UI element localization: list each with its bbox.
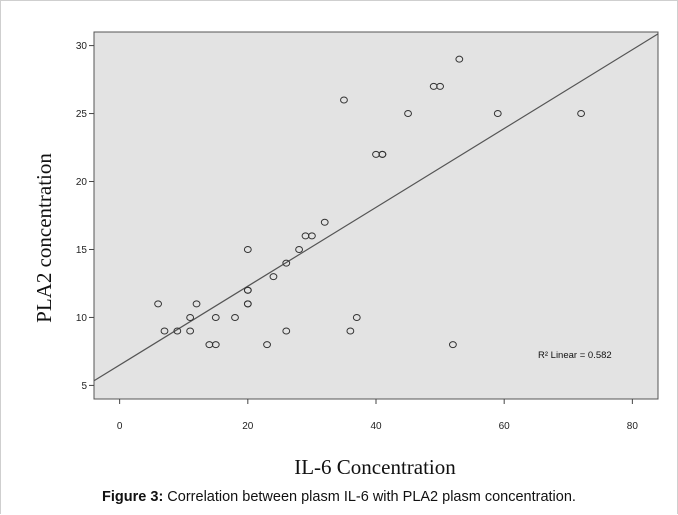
data-point <box>154 300 162 308</box>
x-tick-label: 60 <box>499 421 511 432</box>
data-point <box>243 286 252 294</box>
data-point <box>340 96 348 104</box>
data-point <box>282 327 291 335</box>
y-tick-label: 5 <box>81 381 87 392</box>
x-tick-label: 0 <box>117 421 123 432</box>
data-point <box>269 273 278 281</box>
data-point <box>352 313 361 321</box>
y-axis-label: PLA2 concentration <box>32 153 56 323</box>
data-point <box>577 110 585 118</box>
data-point <box>192 300 201 308</box>
data-point <box>436 82 444 90</box>
data-point <box>346 327 355 335</box>
data-point <box>320 218 329 226</box>
data-point <box>308 232 316 240</box>
data-point <box>243 245 252 253</box>
data-point <box>173 327 182 335</box>
data-point <box>404 110 412 118</box>
data-point <box>295 245 303 253</box>
y-tick-label: 20 <box>76 177 88 188</box>
x-axis-label: IL-6 Concentration <box>294 455 456 479</box>
caption-text: Correlation between plasm IL-6 with PLA2… <box>163 489 576 505</box>
data-point <box>186 327 195 335</box>
x-tick-label: 80 <box>627 421 639 432</box>
data-point <box>231 313 239 321</box>
y-tick-label: 25 <box>76 109 88 120</box>
data-point <box>243 300 252 308</box>
data-point <box>282 259 291 267</box>
x-tick-label: 40 <box>370 421 382 432</box>
data-point <box>455 55 464 63</box>
data-point <box>186 313 195 321</box>
fit-line <box>93 33 659 382</box>
plot-area <box>93 31 659 400</box>
caption-label: Figure 3: <box>102 489 164 505</box>
y-tick-label: 10 <box>76 313 88 324</box>
y-tick-label: 30 <box>76 41 88 52</box>
data-point <box>211 341 220 349</box>
figure-caption: Figure 3: Correlation between plasm IL-6… <box>0 489 678 505</box>
x-tick-label: 20 <box>242 421 254 432</box>
data-point <box>378 150 387 158</box>
data-point <box>449 341 457 349</box>
data-point <box>493 110 502 118</box>
r-squared-annotation: R² Linear = 0.582 <box>538 350 612 361</box>
data-point <box>211 313 220 321</box>
y-tick-label: 15 <box>76 245 88 256</box>
data-point <box>160 327 169 335</box>
data-point <box>263 341 271 349</box>
